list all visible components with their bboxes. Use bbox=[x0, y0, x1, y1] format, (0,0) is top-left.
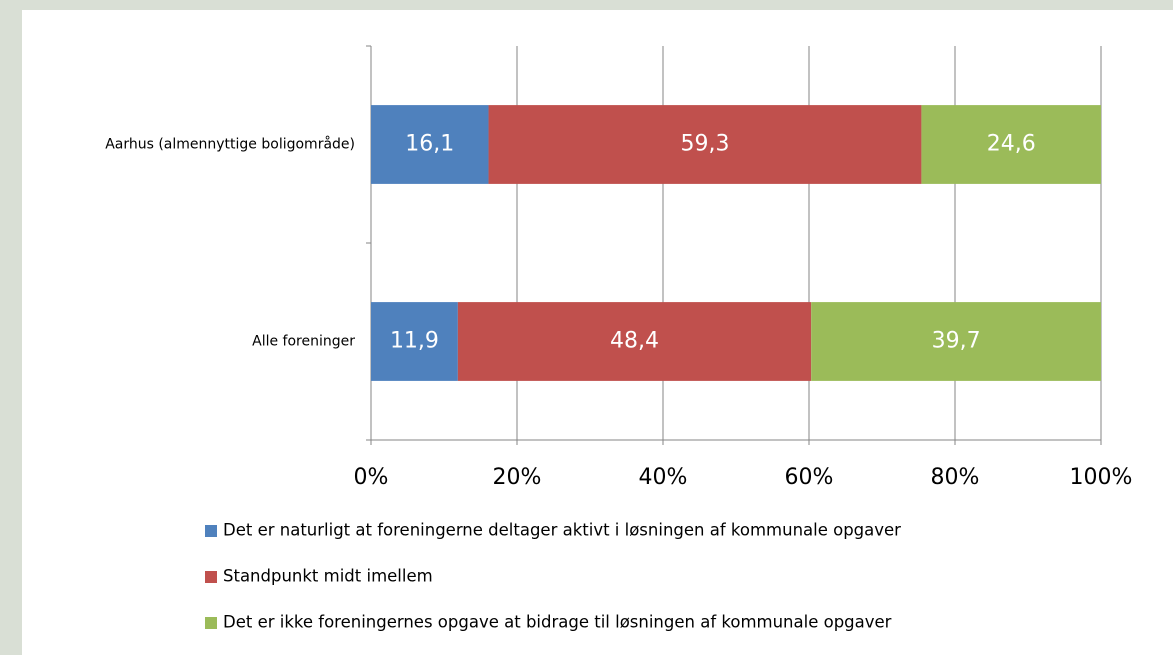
bar-segment bbox=[371, 105, 489, 184]
x-tick-label: 60% bbox=[785, 465, 834, 490]
legend-swatch bbox=[205, 571, 217, 583]
x-tick-label: 40% bbox=[639, 465, 688, 490]
data-label: 24,6 bbox=[987, 132, 1036, 157]
data-label: 39,7 bbox=[932, 329, 981, 354]
x-tick-label: 0% bbox=[354, 465, 389, 490]
bar-segment bbox=[488, 105, 922, 184]
legend-swatch bbox=[205, 525, 217, 537]
bar-segment bbox=[457, 302, 812, 381]
y-tick-label: Alle foreninger bbox=[252, 334, 355, 350]
data-label: 59,3 bbox=[680, 132, 729, 157]
legend-swatch bbox=[205, 617, 217, 629]
x-tick-label: 100% bbox=[1070, 465, 1133, 490]
x-tick-label: 20% bbox=[493, 465, 542, 490]
bar-segment bbox=[811, 302, 1101, 381]
data-label: 48,4 bbox=[610, 329, 659, 354]
legend-label: Standpunkt midt imellem bbox=[223, 567, 433, 586]
data-label: 11,9 bbox=[390, 329, 439, 354]
bar-segment bbox=[371, 302, 458, 381]
y-tick-label: Aarhus (almennyttige boligområde) bbox=[105, 136, 355, 153]
legend-label: Det er naturligt at foreningerne deltage… bbox=[223, 521, 901, 540]
data-label: 16,1 bbox=[405, 132, 454, 157]
x-tick-label: 80% bbox=[931, 465, 980, 490]
bar-segment bbox=[921, 105, 1101, 184]
legend-label: Det er ikke foreningernes opgave at bidr… bbox=[223, 613, 892, 632]
